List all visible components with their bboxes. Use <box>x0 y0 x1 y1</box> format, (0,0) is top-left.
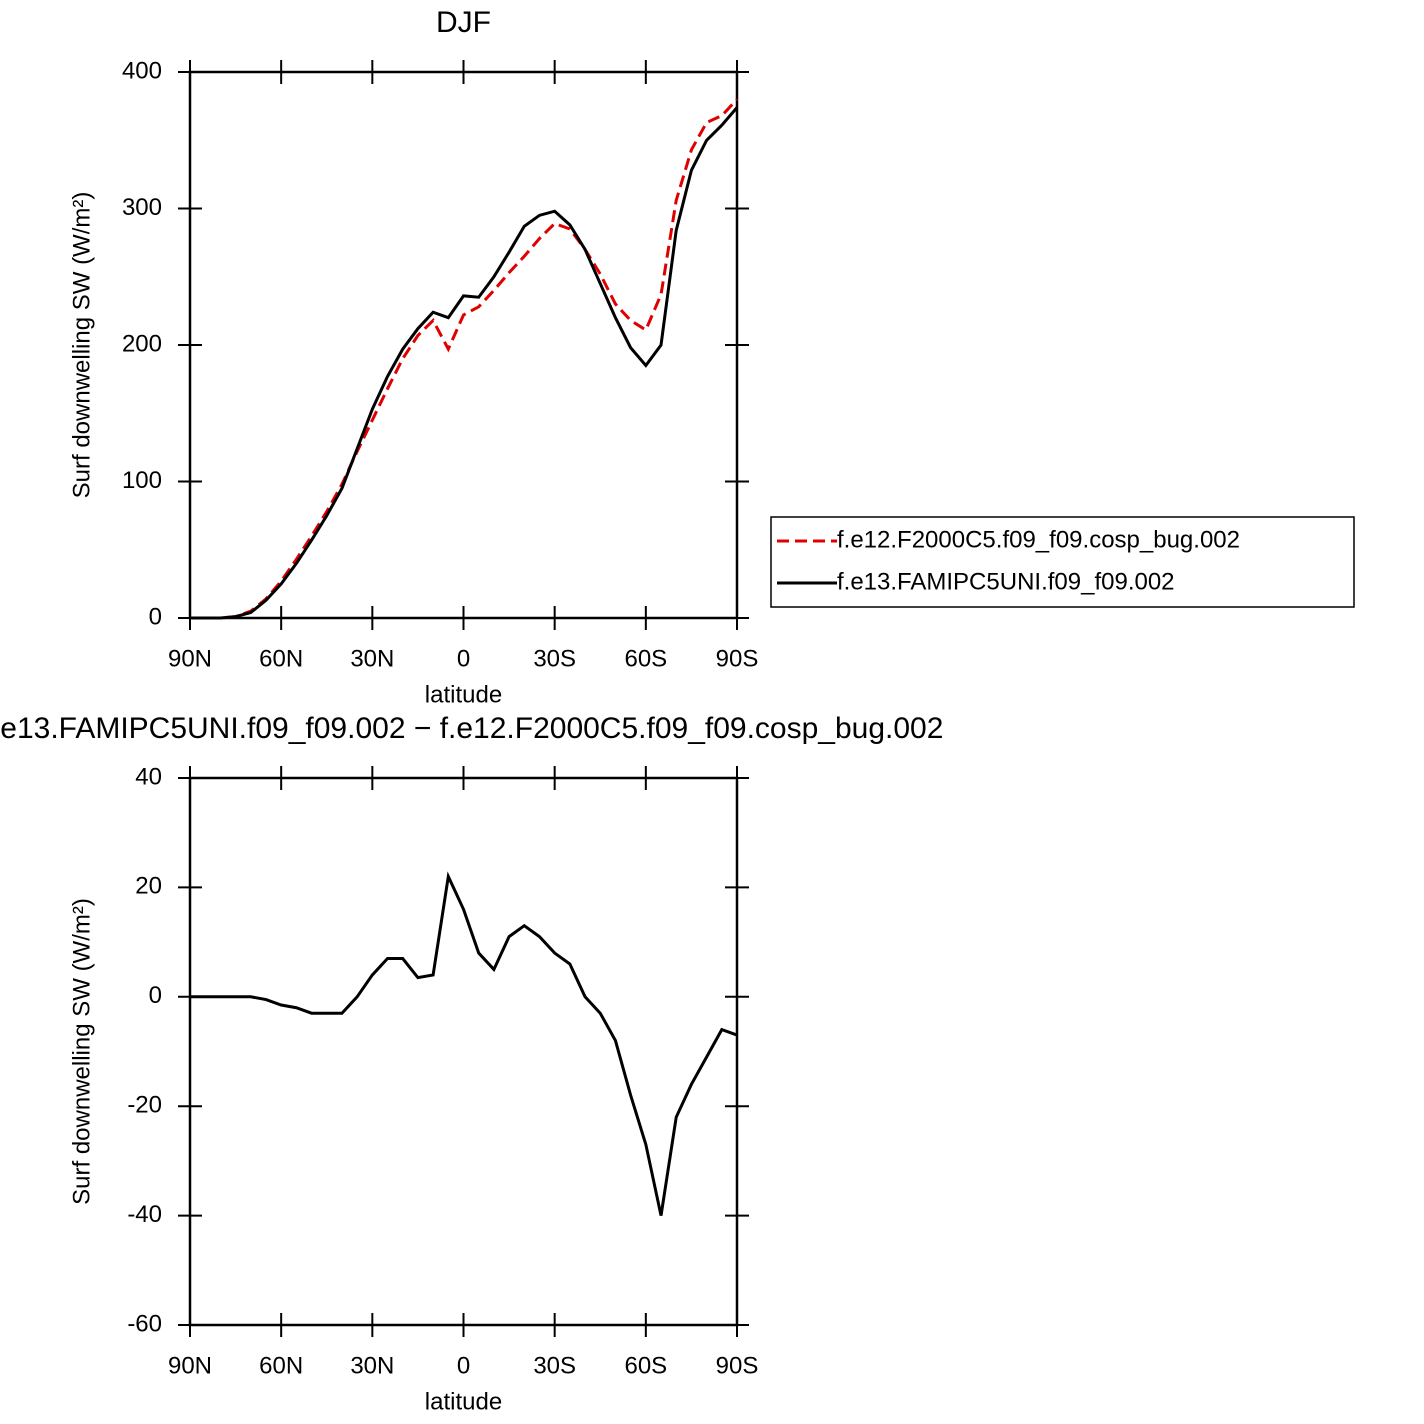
x-axis-label: latitude <box>425 1388 502 1415</box>
x-tick-label: 60N <box>259 1352 303 1379</box>
x-tick-label: 90N <box>168 1352 212 1379</box>
series-line <box>190 98 739 620</box>
y-tick-label: 0 <box>149 603 162 630</box>
y-tick-label: 0 <box>149 982 162 1009</box>
x-tick-label: 90N <box>168 645 212 672</box>
x-tick-label: 30N <box>350 645 394 672</box>
x-tick-label: 30S <box>533 645 576 672</box>
x-axis-label: latitude <box>425 681 502 708</box>
legend-box <box>770 516 1355 608</box>
y-tick-label: -60 <box>127 1310 162 1337</box>
x-tick-label: 0 <box>457 645 470 672</box>
x-tick-label: 60S <box>624 1352 667 1379</box>
x-tick-label: 90S <box>716 645 759 672</box>
series-line <box>190 871 738 1216</box>
x-tick-label: 30N <box>350 1352 394 1379</box>
y-tick-label: -20 <box>127 1092 162 1119</box>
y-axis-label: Surf downwelling SW (W/m²) <box>68 192 95 499</box>
y-tick-label: 100 <box>122 467 162 494</box>
chart-title: f.e13.FAMIPC5UNI.f09_f09.002 − f.e12.F20… <box>0 712 943 745</box>
x-tick-label: 90S <box>716 1352 759 1379</box>
x-tick-label: 30S <box>533 1352 576 1379</box>
x-tick-label: 0 <box>457 1352 470 1379</box>
y-tick-label: 40 <box>135 763 162 790</box>
x-tick-label: 60S <box>624 645 667 672</box>
y-tick-label: -40 <box>127 1201 162 1228</box>
y-tick-label: 20 <box>135 873 162 900</box>
series-line <box>190 106 739 620</box>
plot-frame <box>188 70 739 620</box>
legend-label: f.e13.FAMIPC5UNI.f09_f09.002 <box>837 568 1175 595</box>
y-axis-label: Surf downwelling SW (W/m²) <box>68 898 95 1205</box>
legend-label: f.e12.F2000C5.f09_f09.cosp_bug.002 <box>837 526 1240 553</box>
y-tick-label: 200 <box>122 330 162 357</box>
y-tick-label: 300 <box>122 194 162 221</box>
x-tick-label: 60N <box>259 645 303 672</box>
chart-title: DJF <box>436 6 491 39</box>
plot-frame <box>188 776 739 1327</box>
y-tick-label: 400 <box>122 57 162 84</box>
